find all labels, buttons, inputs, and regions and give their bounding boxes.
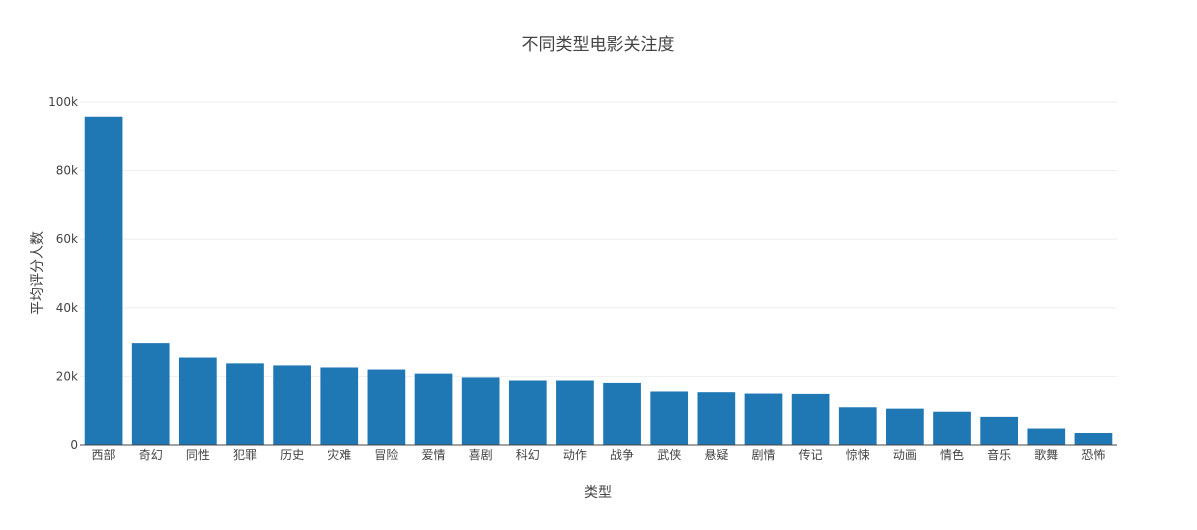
- bar-1[interactable]: [131, 343, 170, 445]
- bar-10[interactable]: [556, 380, 594, 445]
- bar-16[interactable]: [838, 407, 877, 445]
- bar-2[interactable]: [178, 357, 217, 445]
- x-tick-label: 剧情: [751, 448, 775, 462]
- bar-13[interactable]: [697, 392, 736, 445]
- bars: [84, 116, 1113, 446]
- x-tick-label: 科幻: [516, 448, 540, 462]
- bar-15[interactable]: [791, 393, 830, 445]
- y-axis-title: 平均评分人数: [30, 231, 46, 315]
- y-axis-ticks: 0 20k 40k 60k 80k 100k: [48, 95, 78, 452]
- bar-18[interactable]: [933, 411, 971, 445]
- x-axis-title: 类型: [584, 485, 612, 501]
- bar-17[interactable]: [886, 408, 924, 445]
- bar-12[interactable]: [650, 391, 689, 445]
- chart-title: 不同类型电影关注度: [522, 35, 675, 55]
- x-tick-label: 西部: [92, 447, 116, 462]
- y-tick-label: 40k: [56, 301, 78, 315]
- bar-9[interactable]: [508, 380, 547, 445]
- x-tick-label: 动作: [563, 448, 587, 462]
- x-tick-label: 历史: [280, 448, 304, 462]
- y-tick-label: 80k: [56, 164, 78, 178]
- bar-14[interactable]: [744, 393, 783, 445]
- bar-5[interactable]: [320, 367, 359, 445]
- x-tick-label: 惊悚: [846, 447, 870, 462]
- x-tick-label: 冒险: [374, 447, 398, 462]
- x-tick-label: 喜剧: [469, 448, 493, 462]
- x-tick-label: 音乐: [987, 447, 1011, 462]
- x-tick-label: 传记: [799, 447, 823, 462]
- bar-20[interactable]: [1027, 428, 1066, 445]
- x-tick-label: 动画: [893, 448, 917, 462]
- x-tick-label: 悬疑: [704, 447, 728, 462]
- x-tick-label: 同性: [186, 448, 210, 462]
- x-tick-label: 爱情: [422, 448, 446, 462]
- bar-3[interactable]: [226, 363, 264, 445]
- x-axis-ticks: 西部 奇幻 同性 犯罪 历史 灾难 冒险 爱情 喜剧 科幻 动作 战争 武侠 悬疑 剧情 传记 惊悚 动画 情色 音乐…: [92, 447, 1106, 462]
- y-tick-label: 20k: [56, 369, 78, 383]
- x-tick-label: 战争: [610, 448, 634, 462]
- bar-0[interactable]: [84, 116, 123, 446]
- gridlines: [80, 101, 1117, 377]
- bar-4[interactable]: [273, 365, 311, 445]
- bar-7[interactable]: [414, 373, 453, 445]
- x-tick-label: 灾难: [327, 447, 351, 462]
- x-tick-label: 武侠: [657, 448, 681, 462]
- bar-6[interactable]: [367, 369, 406, 445]
- bar-21[interactable]: [1074, 432, 1113, 445]
- y-tick-label: 100k: [48, 95, 78, 109]
- x-tick-label: 奇幻: [139, 448, 163, 462]
- x-tick-label: 歌舞: [1034, 447, 1058, 462]
- x-tick-label: 犯罪: [233, 448, 257, 462]
- bar-8[interactable]: [461, 377, 500, 445]
- y-tick-label: 60k: [56, 232, 78, 246]
- y-tick-label: 0: [70, 438, 78, 452]
- bar-11[interactable]: [603, 382, 641, 445]
- bar-19[interactable]: [980, 416, 1019, 445]
- x-tick-label: 情色: [940, 448, 964, 462]
- x-tick-label: 恐怖: [1081, 447, 1105, 462]
